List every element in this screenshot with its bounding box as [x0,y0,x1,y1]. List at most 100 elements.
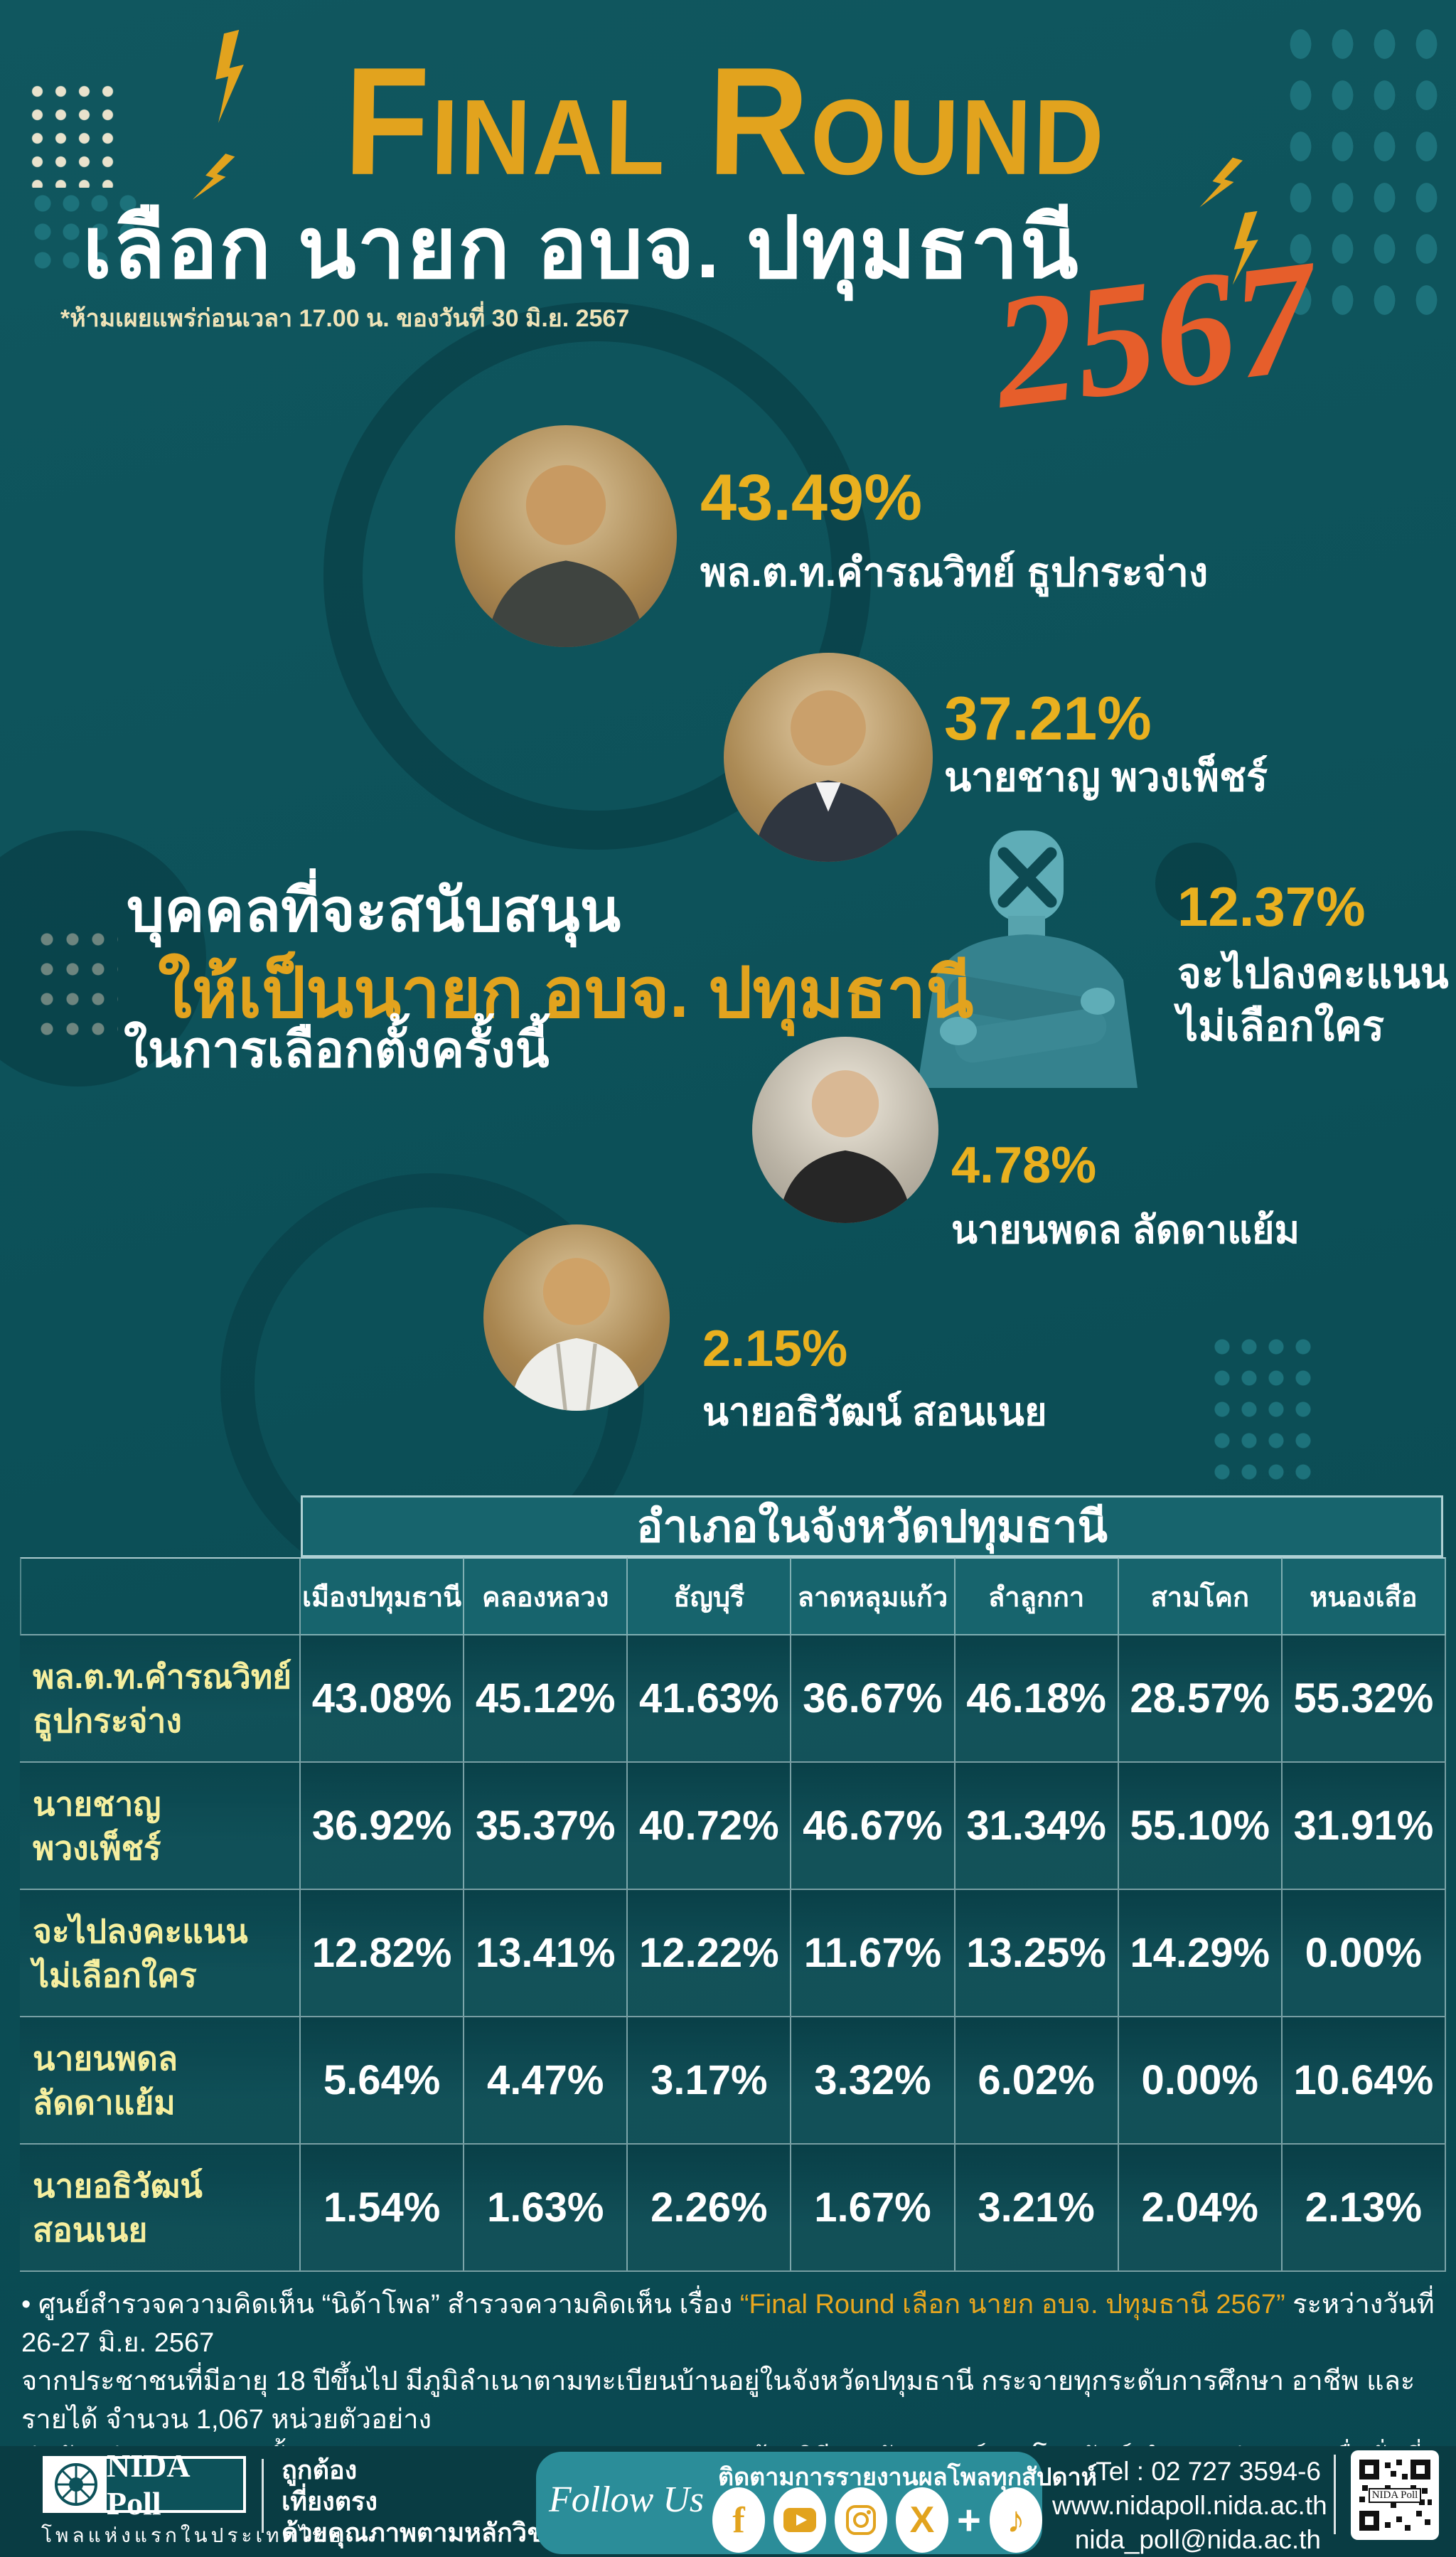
column-header: ธัญบุรี [628,1557,792,1635]
no-vote-label-line1: จะไปลงคะแนน [1177,951,1449,997]
row-label-line2: ธูปกระจ่าง [33,1702,182,1739]
table-cell: 0.00% [1282,1890,1446,2017]
table-cell: 3.32% [791,2017,956,2145]
facebook-glyph: f [732,2499,745,2541]
table-cell: 13.25% [955,1890,1119,2017]
table-cell: 31.34% [955,1763,1119,1890]
question-line1: บุคคลที่จะสนับสนุน [127,877,621,944]
x-glyph: X [909,2499,935,2541]
table-cell: 11.67% [791,1890,956,2017]
table-cell: 12.22% [628,1890,792,2017]
no-vote-figure-icon [917,831,1138,1088]
row-label-line1: นายชาญ [33,1785,161,1822]
candidate-name: นายอธิวัฒน์ สอนเนย [702,1391,1047,1434]
contact-block: Tel : 02 727 3594-6 www.nidapoll.nida.ac… [1052,2455,1327,2557]
row-label-line1: นายนพดล [33,2039,178,2077]
follow-us-label: Follow Us [549,2479,705,2520]
table-cell: 2.13% [1282,2145,1446,2272]
divider [262,2459,264,2533]
column-header: หนองเสือ [1282,1557,1446,1635]
table-cell: 45.12% [464,1635,628,1763]
result-percent: 37.21% [944,685,1152,753]
candidate-photo [724,653,933,862]
person-silhouette-icon [753,690,904,862]
result-percent: 12.37% [1177,875,1366,938]
table-cell: 2.26% [628,2145,792,2272]
methodology-line2: จากประชาชนที่มีอายุ 18 ปีขึ้นไป มีภูมิลำ… [21,2366,1415,2435]
circle-decoration [1155,843,1237,924]
table-cell: 36.92% [301,1763,465,1890]
logo-wordmark: NIDA Poll [107,2447,243,2521]
result-percent: 43.49% [700,461,923,534]
column-header: คลองหลวง [464,1557,628,1635]
candidate-photo [483,1224,670,1411]
candidate-photo [752,1037,938,1223]
slogan-line: เที่ยงตรง [282,2487,378,2516]
table-cell: 1.63% [464,2145,628,2272]
dot-grid-decoration [26,80,118,188]
instagram-icon[interactable] [835,2487,887,2553]
candidate-name: นายนพดล ลัดดาแย้ม [951,1209,1300,1251]
nida-poll-logo: NIDA Poll [43,2447,246,2521]
lightning-bolt-icon [1199,157,1243,208]
table-cell: 4.47% [464,2017,628,2145]
table-cell: 41.63% [628,1635,792,1763]
dot-grid-decoration [1280,18,1447,324]
row-label: พล.ต.ท.คำรณวิทย์ ธูปกระจ่าง [20,1635,301,1763]
qr-code[interactable]: NIDA Poll [1351,2450,1439,2540]
table-cell: 36.67% [791,1635,956,1763]
table-cell: 3.17% [628,2017,792,2145]
qr-pattern [1359,2460,1432,2531]
qr-center-label: NIDA Poll [1368,2487,1422,2503]
plus-sign: + [957,2497,981,2543]
row-label: นายชาญพวงเพ็ชร์ [20,1763,301,1890]
column-header: สามโคก [1118,1557,1283,1635]
circle-decoration [0,831,206,1087]
column-header: เมืองปทุมธานี [301,1557,465,1635]
x-twitter-icon[interactable]: X [896,2487,948,2553]
dot-grid-decoration [1209,1331,1315,1517]
lightning-bolt-icon [215,29,244,123]
table-cell: 13.41% [464,1890,628,2017]
social-icons-row: f X + ♪ [712,2487,1042,2553]
methodology-highlight: “Final Round เลือก นายก อบจ. ปทุมธานี 25… [739,2290,1285,2320]
column-header: ลาดหลุมแก้ว [791,1557,956,1635]
phone-number: Tel : 02 727 3594-6 [1096,2457,1321,2486]
table-cell: 0.00% [1118,2017,1283,2145]
youtube-icon[interactable] [774,2487,826,2553]
page-subtitle-thai: เลือก นายก อบจ. ปทุมธานี [82,201,1080,296]
lightning-bolt-icon [192,153,235,200]
table-cell: 6.02% [955,2017,1119,2145]
embargo-note: *ห้ามเผยแพร่ก่อนเวลา 17.00 น. ของวันที่ … [60,305,630,332]
email-address[interactable]: nida_poll@nida.ac.th [1074,2525,1321,2554]
row-label-line2: สอนเนย [33,2211,148,2248]
table-cell: 35.37% [464,1763,628,1890]
row-label: นายอธิวัฒน์ สอนเนย [20,2145,301,2272]
tiktok-icon[interactable]: ♪ [989,2487,1042,2553]
question-line3: ในการเลือกตั้งครั้งนี้ [124,1022,550,1077]
person-silhouette-icon [778,1070,913,1223]
row-label-line2: ลัดดาแย้ม [33,2083,176,2121]
row-label-line1: จะไปลงคะแนน [33,1912,248,1950]
logo-tagline: โพลแห่งแรกในประเทศไทย [41,2524,345,2546]
facebook-icon[interactable]: f [712,2487,765,2553]
district-results-table: เมืองปทุมธานี คลองหลวง ธัญบุรี ลาดหลุมแก… [20,1557,1446,2272]
methodology-text: • ศูนย์สำรวจความคิดเห็น “นิด้าโพล” สำรวจ… [21,2290,740,2320]
table-cell: 31.91% [1282,1763,1446,1890]
table-cell: 43.08% [301,1635,465,1763]
no-vote-label-line2: ไม่เลือกใคร [1177,1003,1384,1050]
person-silhouette-icon [509,1258,644,1411]
methodology-text: ระหว่างวันที่ 26-27 มิ.ย. 2567 [21,2290,1435,2358]
result-percent: 4.78% [951,1137,1097,1194]
slogan-line: ถูกต้อง [282,2455,358,2484]
row-label-line2: ไม่เลือกใคร [33,1956,197,1994]
table-cell: 5.64% [301,2017,465,2145]
table-cell: 1.54% [301,2145,465,2272]
row-label-line2: พวงเพ็ชร์ [33,1829,161,1867]
row-label: นายนพดลลัดดาแย้ม [20,2017,301,2145]
website-url[interactable]: www.nidapoll.nida.ac.th [1052,2491,1327,2520]
dot-grid-decoration [28,189,142,273]
row-label: จะไปลงคะแนนไม่เลือกใคร [20,1890,301,2017]
table-corner-cell [20,1557,301,1635]
table-cell: 55.10% [1118,1763,1283,1890]
